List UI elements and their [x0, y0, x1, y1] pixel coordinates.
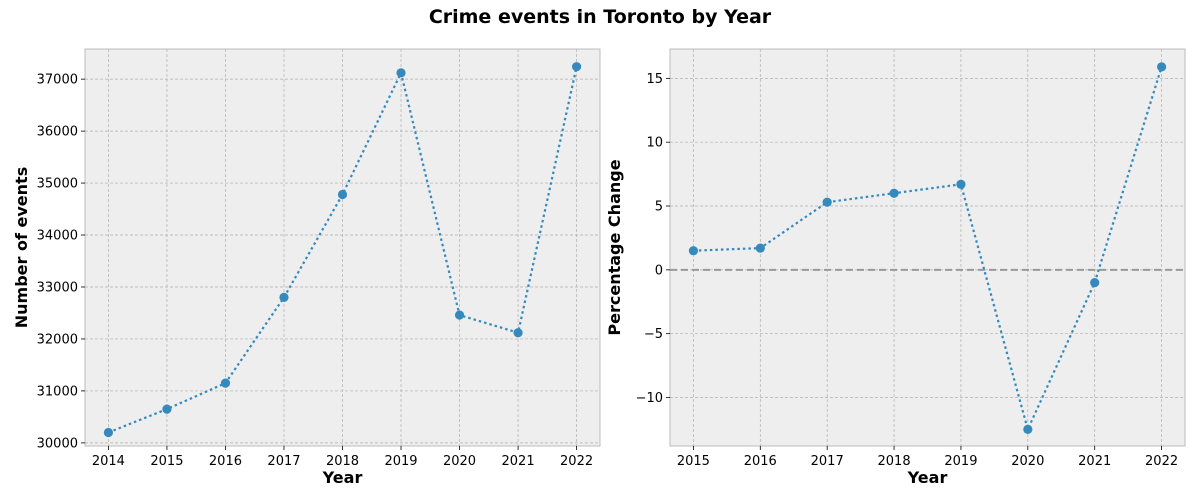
figure-title: Crime events in Toronto by Year	[428, 6, 772, 28]
data-point	[220, 378, 231, 388]
y-tick-label: 10	[646, 136, 663, 151]
plot-area	[669, 48, 1186, 447]
series-line	[693, 66, 1163, 433]
x-tick-label: 2018	[878, 454, 911, 469]
data-point	[956, 179, 966, 189]
x-tick-label: 2019	[384, 454, 417, 469]
x-tick-label: 2022	[1145, 454, 1178, 469]
data-point	[822, 197, 832, 207]
data-point	[454, 310, 465, 320]
data-point	[1023, 424, 1033, 435]
data-point	[688, 246, 699, 256]
y-tick-label: 15	[646, 72, 663, 87]
data-point	[513, 328, 523, 338]
events-panel: 2014 2015 2016 2017 2018 2019 2020 2021 2022 3000…	[12, 48, 601, 487]
y-tick-label: 37000	[37, 73, 78, 88]
y-axis-label: Number of events	[12, 167, 31, 328]
percent-change-panel: 2015 2016 2017 2018 2019 2020 2021 2022 −10 −5 0 5 1…	[605, 48, 1186, 487]
data-point	[396, 68, 406, 78]
data-point	[755, 243, 765, 253]
y-tick-label: 30000	[37, 436, 78, 451]
x-tick-label: 2014	[92, 454, 125, 469]
data-point	[103, 427, 114, 438]
y-tick-label: 34000	[37, 229, 78, 244]
x-axis-label: Year	[907, 468, 948, 487]
x-tick-label: 2018	[326, 454, 359, 469]
x-tick-label: 2021	[1078, 454, 1111, 469]
x-tick-label: 2016	[744, 454, 777, 469]
y-tick-label: 5	[655, 200, 663, 215]
data-point	[889, 188, 899, 198]
x-tick-label: 2020	[443, 454, 476, 469]
data-point	[571, 62, 582, 72]
data-point	[1090, 278, 1100, 288]
y-axis-label: Percentage Change	[605, 159, 624, 335]
data-point	[279, 292, 289, 302]
x-tick-label: 2015	[150, 454, 183, 469]
x-tick-label: 2019	[944, 454, 977, 469]
series-line	[107, 66, 578, 434]
data-point	[162, 404, 172, 414]
x-tick-label: 2022	[560, 454, 593, 469]
x-tick-label: 2021	[502, 454, 535, 469]
y-tick-label: 35000	[37, 177, 78, 192]
x-tick-label: 2020	[1011, 454, 1044, 469]
data-point	[1156, 62, 1167, 72]
y-tick-label: −5	[644, 327, 663, 342]
x-axis-label: Year	[322, 468, 363, 487]
y-tick-label: −10	[636, 391, 663, 406]
x-tick-label: 2016	[209, 454, 242, 469]
x-tick-label: 2017	[267, 454, 300, 469]
y-tick-label: 31000	[37, 384, 78, 399]
y-tick-label: 32000	[37, 332, 78, 347]
y-tick-label: 0	[655, 263, 663, 278]
x-tick-label: 2015	[677, 454, 710, 469]
data-point	[337, 189, 348, 200]
x-tick-label: 2017	[811, 454, 844, 469]
y-tick-label: 36000	[37, 125, 78, 140]
y-tick-label: 33000	[37, 280, 78, 295]
